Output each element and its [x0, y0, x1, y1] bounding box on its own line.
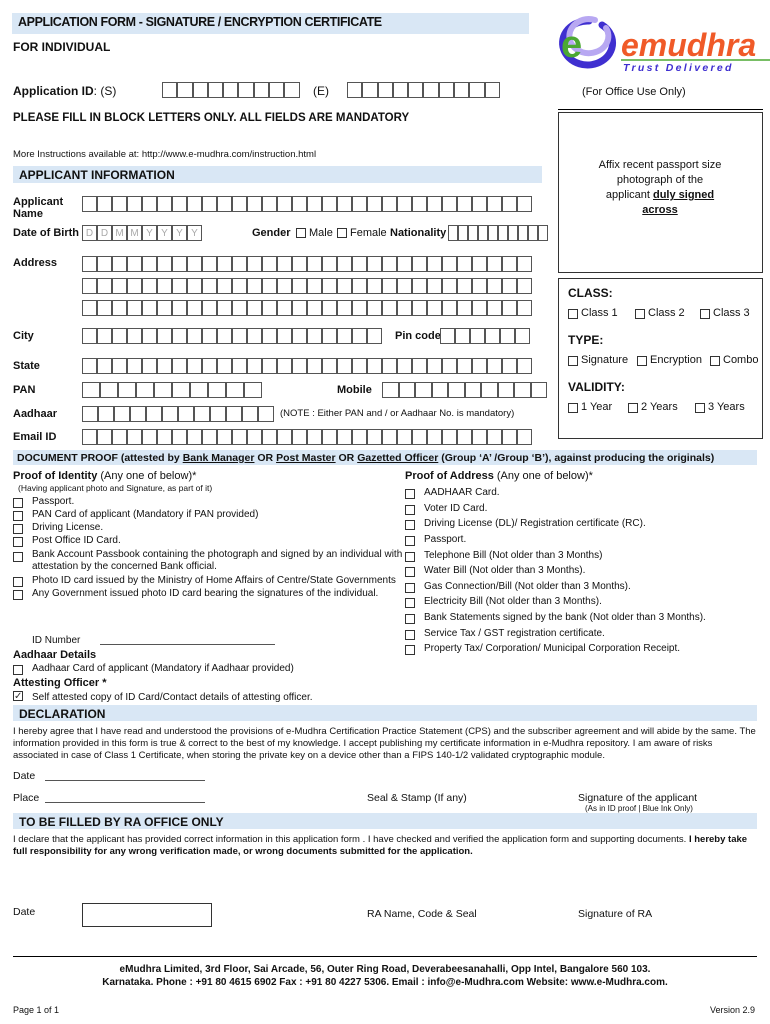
svg-text:e: e: [561, 24, 582, 66]
svg-text:emudhra: emudhra: [621, 27, 756, 63]
svg-text:Trust Delivered: Trust Delivered: [623, 62, 734, 73]
